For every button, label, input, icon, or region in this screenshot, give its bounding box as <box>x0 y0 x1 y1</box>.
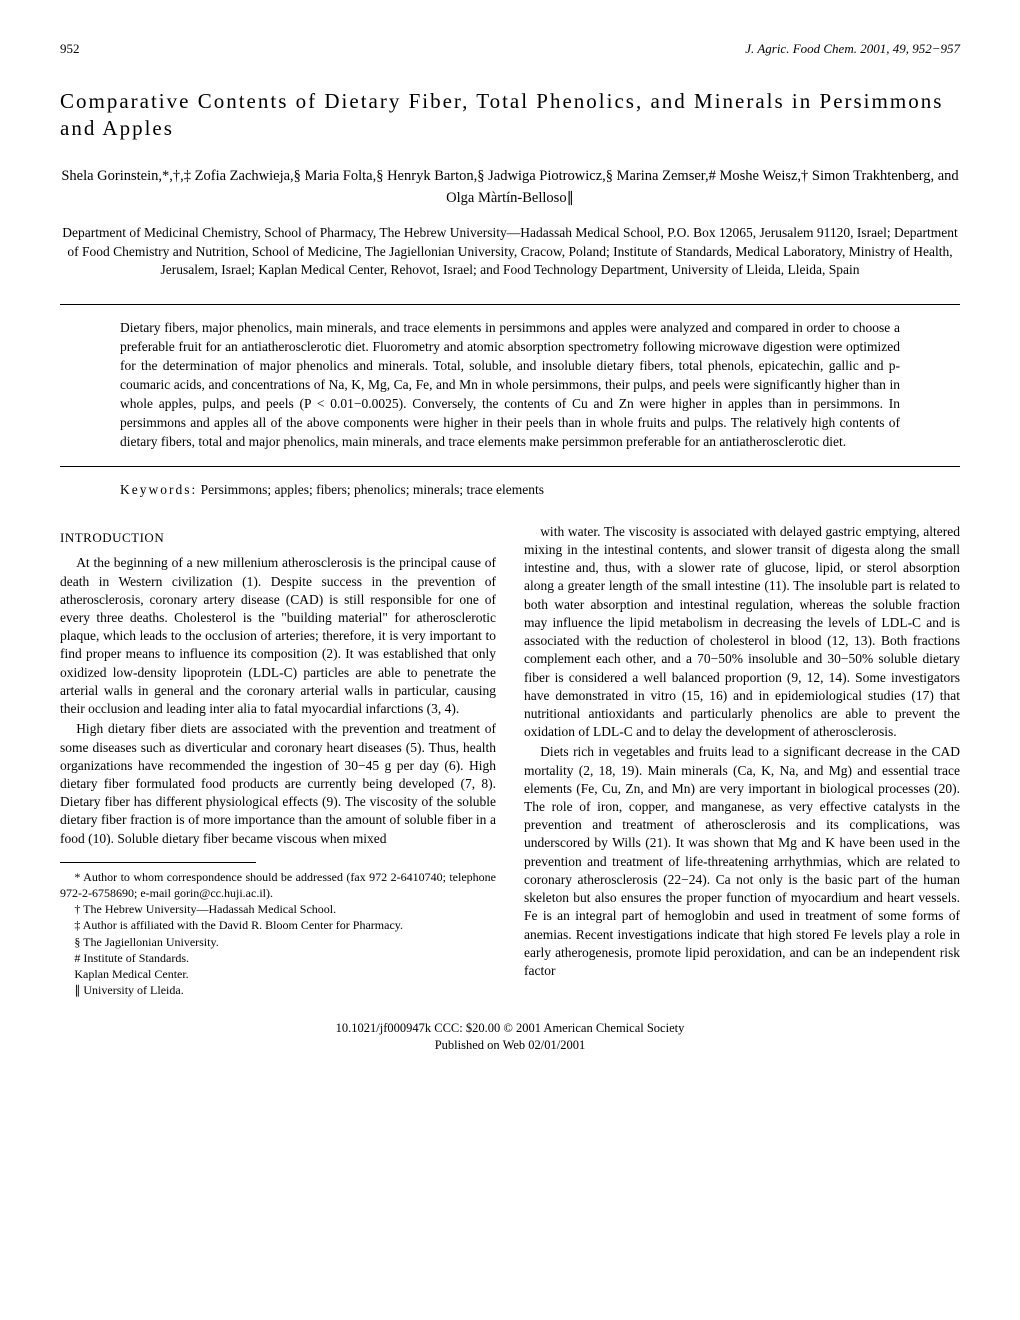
divider-top <box>60 304 960 305</box>
paragraph-1: At the beginning of a new millenium athe… <box>60 554 496 718</box>
abstract: Dietary fibers, major phenolics, main mi… <box>120 319 900 451</box>
footnote-2: † The Hebrew University—Hadassah Medical… <box>60 901 496 917</box>
keywords-text: Persimmons; apples; fibers; phenolics; m… <box>201 482 544 497</box>
publication-footer: 10.1021/jf000947k CCC: $20.00 © 2001 Ame… <box>60 1020 960 1053</box>
authors: Shela Gorinstein,*,†,‡ Zofia Zachwieja,§… <box>60 166 960 210</box>
pub-date: Published on Web 02/01/2001 <box>435 1038 586 1052</box>
body-columns: INTRODUCTION At the beginning of a new m… <box>60 523 960 999</box>
article-title: Comparative Contents of Dietary Fiber, T… <box>60 88 960 143</box>
journal-text: J. Agric. Food Chem. 2001, 49, 952−957 <box>745 41 960 56</box>
paragraph-4: Diets rich in vegetables and fruits lead… <box>524 743 960 980</box>
footnotes: * Author to whom correspondence should b… <box>60 869 496 999</box>
footnote-7: ∥ University of Lleida. <box>60 982 496 998</box>
footnote-4: § The Jagiellonian University. <box>60 934 496 950</box>
paragraph-2: High dietary fiber diets are associated … <box>60 720 496 848</box>
footnote-1: * Author to whom correspondence should b… <box>60 869 496 901</box>
footnote-5: # Institute of Standards. <box>60 950 496 966</box>
divider-bottom <box>60 466 960 467</box>
page-number: 952 <box>60 40 80 58</box>
footnote-3: ‡ Author is affiliated with the David R.… <box>60 917 496 933</box>
footnote-6: Kaplan Medical Center. <box>60 966 496 982</box>
keywords-line: Keywords: Persimmons; apples; fibers; ph… <box>120 481 900 499</box>
introduction-heading: INTRODUCTION <box>60 529 496 547</box>
keywords-label: Keywords: <box>120 482 197 497</box>
doi-line: 10.1021/jf000947k CCC: $20.00 © 2001 Ame… <box>336 1021 685 1035</box>
paragraph-3: with water. The viscosity is associated … <box>524 523 960 742</box>
footnote-divider <box>60 862 256 863</box>
affiliations: Department of Medicinal Chemistry, Schoo… <box>60 224 960 281</box>
journal-ref: J. Agric. Food Chem. 2001, 49, 952−957 <box>745 40 960 58</box>
